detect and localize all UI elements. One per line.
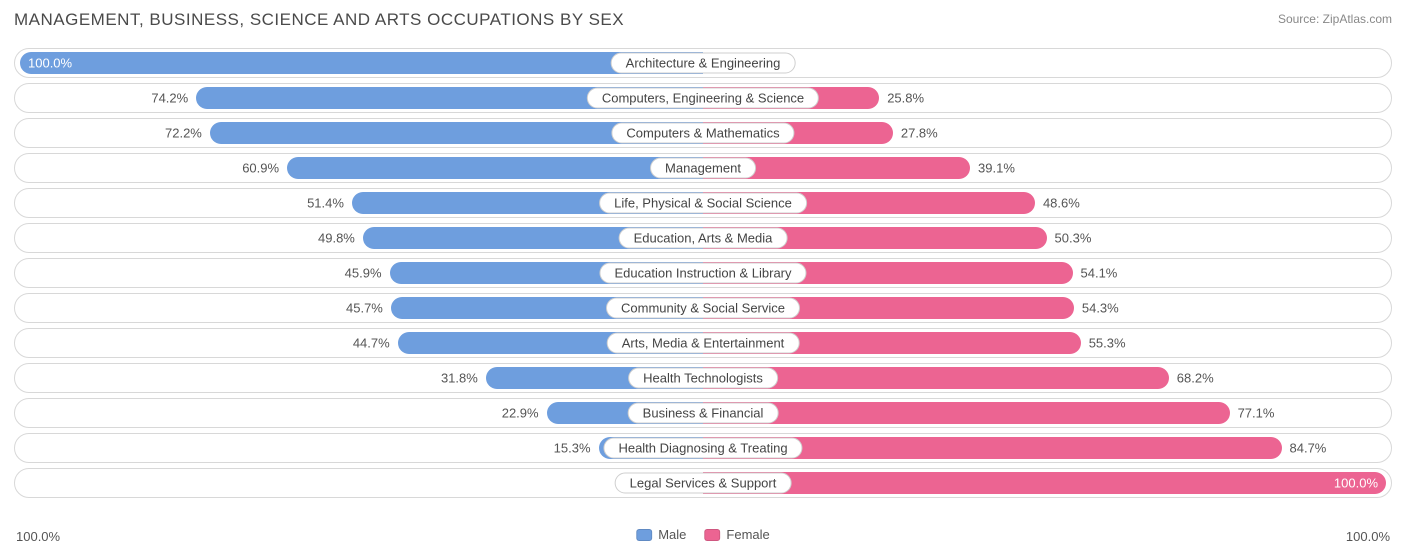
chart-row: 15.3% 84.7% Health Diagnosing & Treating xyxy=(14,433,1392,463)
chart-row: 60.9% 39.1% Management xyxy=(14,153,1392,183)
male-bar: 60.9% xyxy=(287,157,703,179)
male-pct-label: 74.2% xyxy=(151,91,196,106)
male-pct-label: 45.7% xyxy=(346,301,391,316)
female-pct-label: 77.1% xyxy=(1230,406,1275,421)
category-pill: Legal Services & Support xyxy=(615,473,792,494)
male-bar: 100.0% xyxy=(20,52,703,74)
male-pct-label: 31.8% xyxy=(441,371,486,386)
category-pill: Business & Financial xyxy=(628,403,779,424)
chart-row: 100.0%0.0%Architecture & Engineering xyxy=(14,48,1392,78)
legend: Male Female xyxy=(636,527,770,542)
female-bar: 100.0% xyxy=(703,472,1386,494)
male-pct-label: 44.7% xyxy=(353,336,398,351)
female-pct-label: 100.0% xyxy=(1334,476,1378,491)
chart-row: 74.2% 25.8% Computers, Engineering & Scien… xyxy=(14,83,1392,113)
axis-left-label: 100.0% xyxy=(16,529,60,544)
female-pct-label: 54.1% xyxy=(1073,266,1118,281)
source-attribution: Source: ZipAtlas.com xyxy=(1278,12,1392,26)
legend-male-label: Male xyxy=(658,527,686,542)
chart-row: 44.7% 55.3% Arts, Media & Entertainment xyxy=(14,328,1392,358)
male-pct-label: 72.2% xyxy=(165,126,210,141)
chart-row: 31.8% 68.2% Health Technologists xyxy=(14,363,1392,393)
female-bar: 77.1% xyxy=(703,402,1230,424)
female-pct-label: 39.1% xyxy=(970,161,1015,176)
legend-male: Male xyxy=(636,527,686,542)
category-pill: Education, Arts & Media xyxy=(619,228,788,249)
female-pct-label: 25.8% xyxy=(879,91,924,106)
chart-row: 49.8% 50.3% Education, Arts & Media xyxy=(14,223,1392,253)
male-pct-label: 100.0% xyxy=(28,56,72,71)
legend-female-label: Female xyxy=(726,527,769,542)
female-pct-label: 55.3% xyxy=(1081,336,1126,351)
legend-female: Female xyxy=(704,527,769,542)
female-pct-label: 27.8% xyxy=(893,126,938,141)
male-pct-label: 22.9% xyxy=(502,406,547,421)
female-pct-label: 84.7% xyxy=(1282,441,1327,456)
chart-footer: 100.0% 100.0% Male Female xyxy=(14,527,1392,551)
chart-row: 45.9% 54.1% Education Instruction & Librar… xyxy=(14,258,1392,288)
male-pct-label: 49.8% xyxy=(318,231,363,246)
axis-right-label: 100.0% xyxy=(1346,529,1390,544)
chart-row: 0.0%100.0%Legal Services & Support xyxy=(14,468,1392,498)
male-pct-label: 15.3% xyxy=(554,441,599,456)
chart-row: 72.2% 27.8% Computers & Mathematics xyxy=(14,118,1392,148)
category-pill: Community & Social Service xyxy=(606,298,800,319)
male-pct-label: 60.9% xyxy=(242,161,287,176)
category-pill: Education Instruction & Library xyxy=(599,263,806,284)
category-pill: Computers, Engineering & Science xyxy=(587,88,819,109)
female-pct-label: 50.3% xyxy=(1047,231,1092,246)
category-pill: Computers & Mathematics xyxy=(611,123,794,144)
female-pct-label: 48.6% xyxy=(1035,196,1080,211)
female-pct-label: 54.3% xyxy=(1074,301,1119,316)
female-swatch xyxy=(704,529,720,541)
chart-area: 100.0%0.0%Architecture & Engineering 74.2… xyxy=(14,48,1392,521)
chart-row: 22.9%77.1%Business & Financial xyxy=(14,398,1392,428)
male-pct-label: 45.9% xyxy=(345,266,390,281)
category-pill: Life, Physical & Social Science xyxy=(599,193,807,214)
chart-row: 45.7% 54.3% Community & Social Service xyxy=(14,293,1392,323)
category-pill: Management xyxy=(650,158,756,179)
category-pill: Health Diagnosing & Treating xyxy=(603,438,802,459)
male-swatch xyxy=(636,529,652,541)
chart-title: MANAGEMENT, BUSINESS, SCIENCE AND ARTS O… xyxy=(14,10,624,30)
category-pill: Health Technologists xyxy=(628,368,778,389)
male-pct-label: 51.4% xyxy=(307,196,352,211)
category-pill: Arts, Media & Entertainment xyxy=(607,333,800,354)
category-pill: Architecture & Engineering xyxy=(611,53,796,74)
female-pct-label: 68.2% xyxy=(1169,371,1214,386)
chart-row: 51.4% 48.6% Life, Physical & Social Scienc… xyxy=(14,188,1392,218)
